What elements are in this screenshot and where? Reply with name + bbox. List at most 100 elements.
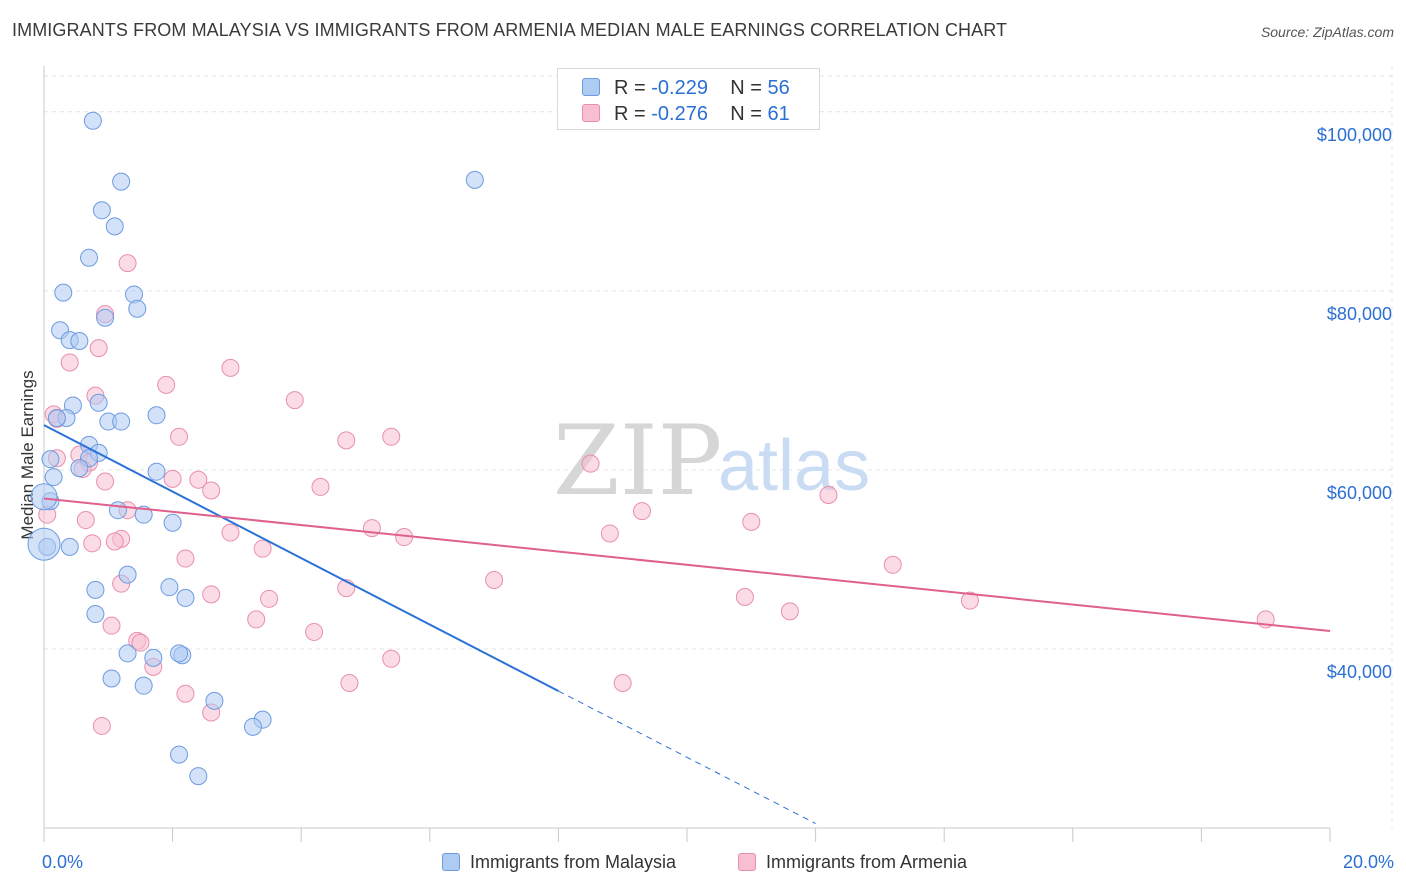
malaysia-point (160, 578, 179, 597)
malaysia-point (89, 393, 108, 412)
armenia-point (600, 524, 619, 543)
malaysia-point (205, 691, 224, 710)
malaysia-point (80, 248, 99, 267)
armenia-point (83, 534, 102, 553)
malaysia-point (86, 605, 105, 624)
malaysia-point (128, 299, 147, 318)
malaysia-point (176, 588, 195, 607)
armenia-point (285, 391, 304, 410)
armenia-point (253, 539, 272, 558)
malaysia-point (70, 331, 89, 350)
armenia-legend-swatch (738, 853, 756, 871)
armenia-point (92, 716, 111, 735)
armenia-point (485, 571, 504, 590)
armenia-point (819, 485, 838, 504)
malaysia-point (189, 767, 208, 786)
armenia-legend-label: Immigrants from Armenia (766, 852, 968, 872)
y-tick-label: $80,000 (1327, 304, 1392, 324)
armenia-swatch (582, 104, 600, 122)
malaysia-point (30, 483, 58, 511)
n-label: N = (730, 77, 762, 99)
armenia-point (742, 512, 761, 531)
malaysia-point (170, 644, 189, 663)
armenia-point (260, 589, 279, 608)
malaysia-point (47, 408, 66, 427)
r-label: R = (614, 77, 646, 99)
armenia-point (76, 511, 95, 530)
malaysia-point (170, 745, 189, 764)
watermark-atlas: atlas (718, 426, 870, 506)
malaysia-point (108, 501, 127, 520)
armenia-point (305, 622, 324, 641)
y-tick-label: $40,000 (1327, 662, 1392, 682)
malaysia-point (243, 717, 262, 736)
malaysia-point (147, 462, 166, 481)
malaysia-point (44, 468, 63, 487)
source-label: Source: ZipAtlas.com (1260, 24, 1394, 40)
armenia-point (131, 633, 150, 652)
malaysia-point (105, 217, 124, 236)
malaysia-point (27, 527, 61, 561)
armenia-point (170, 427, 189, 446)
armenia-point (960, 591, 979, 610)
armenia-n-value: 61 (767, 103, 790, 125)
armenia-trend-line (43, 497, 1331, 633)
malaysia-point (86, 580, 105, 599)
armenia-point (202, 481, 221, 500)
armenia-point (189, 470, 208, 489)
armenia-point (382, 649, 401, 668)
malaysia-point (134, 505, 153, 524)
malaysia-point (102, 669, 121, 688)
correlation-legend: R = -0.229 N = 56 R = -0.276 N = 61 (557, 68, 820, 130)
n-label: N = (730, 103, 762, 125)
armenia-point (247, 610, 266, 629)
armenia-point (735, 588, 754, 607)
series-legend-armenia: Immigrants from Armenia (738, 852, 967, 873)
malaysia-points (27, 111, 484, 786)
armenia-point (581, 454, 600, 473)
malaysia-point (465, 170, 484, 189)
armenia-point (362, 519, 381, 538)
malaysia-n-value: 56 (767, 77, 790, 99)
malaysia-point (134, 676, 153, 695)
malaysia-point (54, 283, 73, 302)
malaysia-legend-swatch (442, 853, 460, 871)
malaysia-point (60, 537, 79, 556)
malaysia-trend-line (43, 424, 559, 692)
x-tick-label-min: 0.0% (42, 852, 84, 872)
armenia-point (221, 358, 240, 377)
armenia-point (118, 254, 137, 273)
series-legend-malaysia: Immigrants from Malaysia (442, 852, 676, 873)
armenia-point (311, 477, 330, 496)
x-tick-label-max: 20.0% (1342, 852, 1394, 872)
armenia-point (60, 353, 79, 372)
malaysia-point (70, 459, 89, 478)
armenia-point (89, 339, 108, 358)
armenia-point (176, 549, 195, 568)
armenia-point (176, 684, 195, 703)
malaysia-point (112, 172, 131, 191)
y-axis-title: Median Male Earnings (18, 370, 37, 539)
malaysia-swatch (582, 78, 600, 96)
malaysia-point (83, 111, 102, 130)
armenia-point (382, 427, 401, 446)
malaysia-point (118, 644, 137, 663)
armenia-point (163, 469, 182, 488)
armenia-point (202, 585, 221, 604)
armenia-point (96, 472, 115, 491)
malaysia-trend-extension (558, 690, 816, 824)
y-tick-labels: $40,000 $60,000 $80,000 $100,000 (1317, 125, 1392, 682)
watermark: ZIP atlas (553, 405, 870, 517)
y-tick-label: $100,000 (1317, 125, 1392, 145)
malaysia-legend-label: Immigrants from Malaysia (470, 852, 677, 872)
armenia-point (340, 673, 359, 692)
armenia-point (221, 523, 240, 542)
armenia-point (337, 431, 356, 450)
armenia-point (157, 375, 176, 394)
armenia-point (613, 673, 632, 692)
trend-lines (43, 424, 1331, 824)
malaysia-point (163, 513, 182, 532)
armenia-point (102, 616, 121, 635)
r-label: R = (614, 103, 646, 125)
